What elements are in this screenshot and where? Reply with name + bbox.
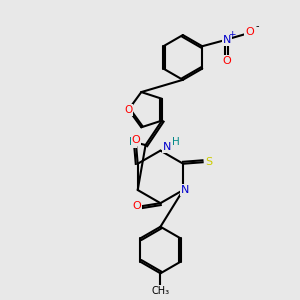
Text: +: + [228,30,236,39]
Text: CH₃: CH₃ [152,286,169,296]
Text: O: O [132,201,141,211]
Text: N: N [181,185,189,195]
Text: N: N [223,35,231,45]
Text: O: O [222,56,231,66]
Text: H: H [129,137,136,147]
Text: O: O [124,105,133,115]
Text: O: O [245,28,254,38]
Text: O: O [132,135,141,146]
Text: H: H [172,137,179,147]
Text: S: S [206,157,213,167]
Text: -: - [256,22,259,32]
Text: N: N [163,142,171,152]
